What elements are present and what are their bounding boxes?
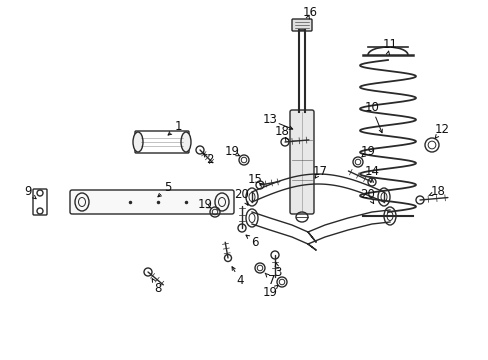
Text: 20: 20 xyxy=(234,189,249,202)
Text: 2: 2 xyxy=(206,153,213,166)
Text: 18: 18 xyxy=(429,185,445,198)
Text: 16: 16 xyxy=(302,5,317,18)
FancyBboxPatch shape xyxy=(70,190,234,214)
Text: 19: 19 xyxy=(197,198,212,211)
Text: 12: 12 xyxy=(434,123,448,136)
Text: 11: 11 xyxy=(382,39,397,51)
FancyBboxPatch shape xyxy=(289,110,313,214)
Text: 5: 5 xyxy=(164,181,171,194)
Text: 9: 9 xyxy=(24,185,32,198)
Text: 1: 1 xyxy=(174,121,182,134)
FancyBboxPatch shape xyxy=(291,19,311,31)
Ellipse shape xyxy=(133,132,142,152)
Text: 7: 7 xyxy=(268,274,275,287)
Text: 13: 13 xyxy=(262,113,277,126)
Text: 14: 14 xyxy=(364,166,379,179)
Text: 17: 17 xyxy=(312,166,327,179)
Text: 3: 3 xyxy=(274,265,281,279)
Text: 10: 10 xyxy=(364,102,379,114)
Text: 8: 8 xyxy=(154,282,162,294)
Text: 19: 19 xyxy=(262,285,277,298)
Text: 20: 20 xyxy=(360,189,375,202)
Text: 15: 15 xyxy=(247,174,262,186)
Text: 18: 18 xyxy=(274,126,289,139)
Text: 19: 19 xyxy=(360,145,375,158)
Text: 6: 6 xyxy=(251,235,258,248)
Ellipse shape xyxy=(181,132,191,152)
Text: 19: 19 xyxy=(224,145,239,158)
Text: 4: 4 xyxy=(236,274,243,287)
